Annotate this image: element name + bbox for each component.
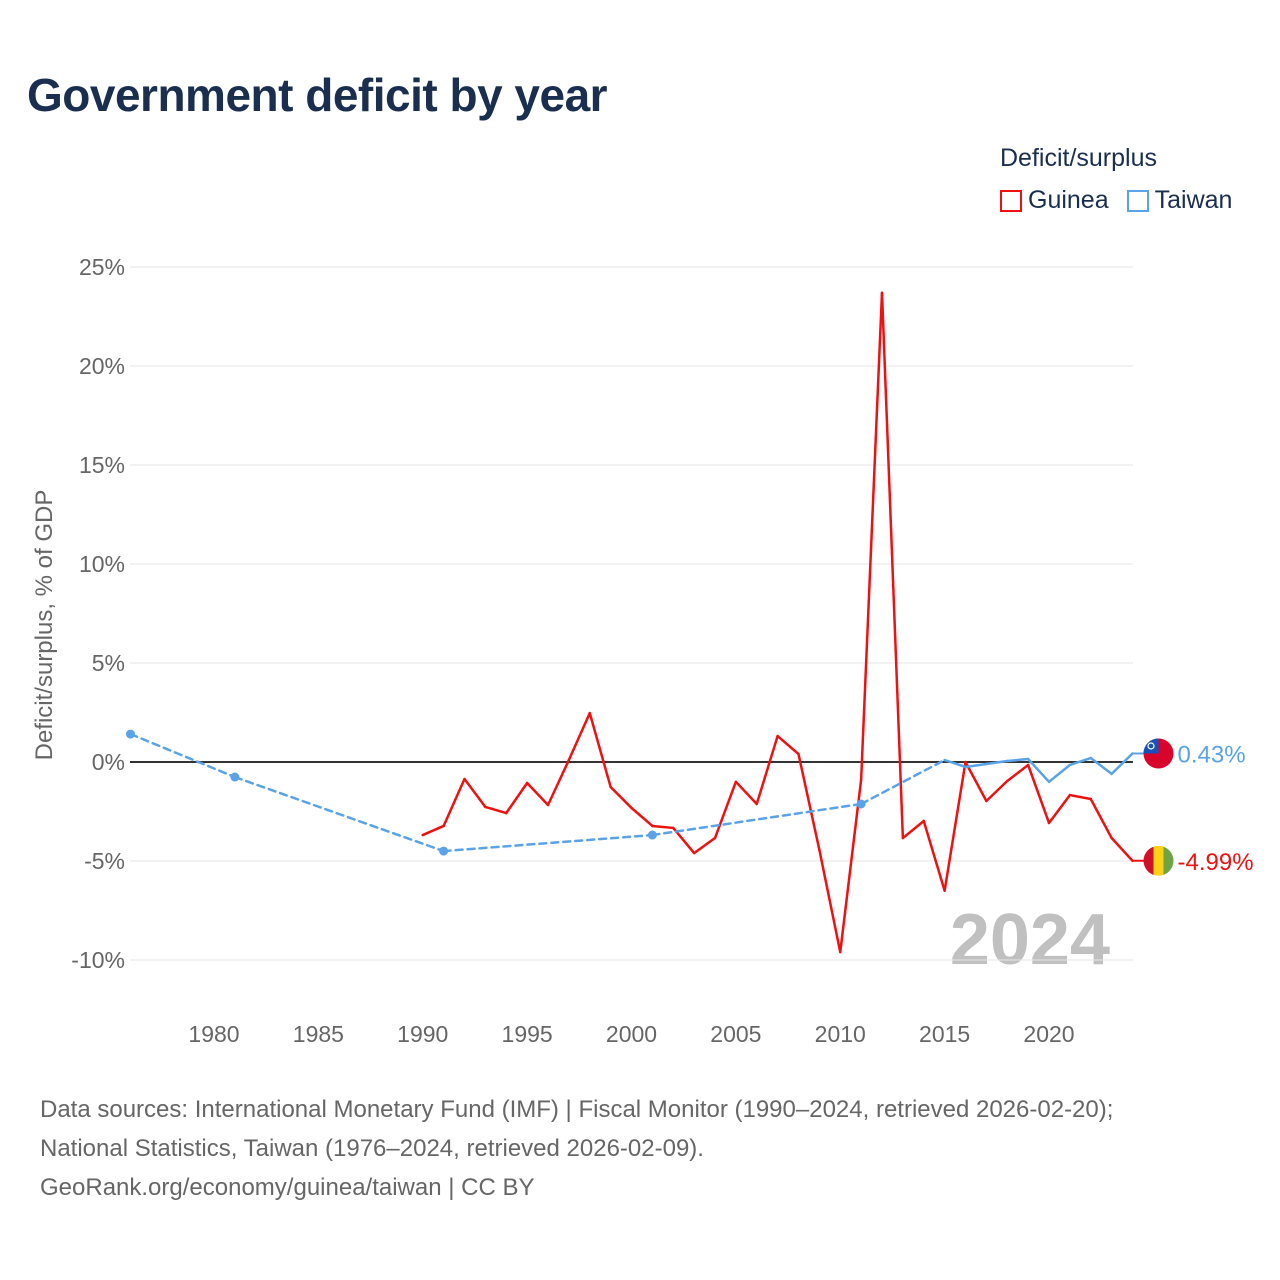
taiwan-line-segment	[129, 732, 237, 779]
source-link[interactable]: GeoRank.org/economy/guinea/taiwan | CC B…	[40, 1174, 535, 1201]
y-tick-label: -10%	[71, 947, 125, 973]
flag-green	[1163, 845, 1174, 876]
guinea-line-segment	[839, 778, 863, 954]
y-tick-label: 10%	[79, 551, 125, 577]
guinea-line-segment	[1047, 793, 1072, 825]
taiwan-line-segment	[1006, 757, 1030, 763]
guinea-line-segment	[463, 777, 487, 809]
guinea-swatch-icon	[1000, 189, 1022, 212]
guinea-flag-icon	[1143, 845, 1174, 876]
source-line-1: Data sources: International Monetary Fun…	[40, 1096, 1114, 1123]
taiwan-line-segment	[1047, 763, 1072, 784]
taiwan-end-label: 0.43%	[1178, 741, 1246, 768]
guinea-line-segment	[776, 734, 800, 756]
taiwan-line-segment	[985, 759, 1009, 766]
guinea-line-segment	[734, 780, 758, 806]
taiwan-line-segment	[943, 758, 967, 769]
guinea-line-segment	[588, 711, 612, 789]
guinea-end-label: -4.99%	[1178, 849, 1254, 876]
guinea-line-segment	[1006, 763, 1030, 783]
taiwan-data-point	[647, 830, 657, 840]
y-axis-label: Deficit/surplus, % of GDP	[31, 490, 58, 761]
y-tick-label: 0%	[92, 749, 125, 775]
guinea-line-segment	[567, 711, 591, 762]
legend: Guinea Taiwan	[1000, 186, 1232, 215]
guinea-line-segment	[797, 752, 821, 852]
guinea-line-segment	[859, 291, 884, 782]
guinea-line-segment	[1089, 797, 1113, 840]
y-tick-label: 25%	[79, 254, 125, 280]
x-tick-label: 2020	[1023, 1021, 1074, 1047]
taiwan-line-segment	[442, 833, 654, 853]
guinea-line-segment	[692, 836, 717, 855]
guinea-line-segment	[922, 819, 946, 892]
flag-red	[1143, 845, 1154, 876]
y-tick-label: -5%	[84, 848, 125, 874]
taiwan-line-segment	[859, 758, 946, 806]
guinea-line-segment	[964, 760, 988, 803]
guinea-line-segment	[755, 734, 779, 806]
x-tick-label: 1995	[502, 1021, 553, 1047]
guinea-line-segment	[421, 824, 445, 837]
x-tick-label: 2000	[606, 1021, 657, 1047]
x-tick-label: 1980	[188, 1021, 239, 1047]
taiwan-line-segment	[964, 762, 988, 769]
x-tick-label: 1990	[397, 1021, 448, 1047]
taiwan-data-point	[230, 772, 240, 782]
legend-item-guinea[interactable]: Guinea	[1000, 186, 1109, 215]
taiwan-data-point	[856, 799, 866, 809]
taiwan-line-segment	[1026, 757, 1051, 784]
taiwan-line-segment	[651, 802, 863, 837]
year-watermark: 2024	[950, 900, 1110, 980]
guinea-line-segment	[651, 824, 675, 830]
guinea-line-segment	[484, 805, 508, 815]
guinea-line-segment	[880, 291, 905, 840]
flag-blue	[1143, 738, 1159, 754]
flag-yellow	[1153, 845, 1164, 876]
guinea-line-segment	[901, 819, 925, 840]
guinea-line-segment	[943, 760, 967, 892]
guinea-line-segment	[525, 781, 550, 807]
guinea-line-segment	[1068, 793, 1092, 801]
guinea-line-segment	[505, 781, 529, 815]
y-tick-label: 15%	[79, 452, 125, 478]
taiwan-swatch-icon	[1126, 189, 1149, 212]
legend-title: Deficit/surplus	[1000, 144, 1157, 172]
source-line-2: National Statistics, Taiwan (1976–2024, …	[40, 1135, 704, 1162]
chart-title: Government deficit by year	[27, 69, 608, 121]
taiwan-data-point	[439, 846, 449, 856]
guinea-line-segment	[546, 758, 571, 807]
taiwan-line-segment	[1089, 756, 1113, 776]
guinea-line-segment	[818, 848, 842, 954]
taiwan-line-segment	[1110, 752, 1134, 776]
taiwan-line-segment	[233, 775, 445, 853]
guinea-line-segment	[609, 785, 633, 810]
flag-sun	[1147, 742, 1155, 750]
footer: Data sources: International Monetary Fun…	[40, 1090, 1113, 1207]
guinea-line-segment	[1026, 763, 1051, 825]
guinea-line-segment	[630, 806, 654, 828]
legend-label: Taiwan	[1154, 186, 1233, 214]
guinea-line-segment	[713, 780, 738, 840]
y-tick-label: 20%	[79, 353, 125, 379]
x-tick-label: 2015	[919, 1021, 970, 1047]
y-tick-label: 5%	[92, 650, 125, 676]
guinea-line-segment	[442, 777, 466, 828]
x-tick-label: 2010	[815, 1021, 866, 1047]
taiwan-data-point	[126, 729, 135, 739]
taiwan-line-segment	[1068, 756, 1092, 767]
guinea-line-segment	[985, 779, 1009, 803]
x-tick-label: 1985	[293, 1021, 344, 1047]
legend-label: Guinea	[1028, 186, 1109, 214]
legend-item-taiwan[interactable]: Taiwan	[1126, 186, 1233, 215]
guinea-line-segment	[1110, 836, 1134, 863]
x-tick-label: 2005	[710, 1021, 761, 1047]
taiwan-flag-icon	[1143, 738, 1174, 769]
